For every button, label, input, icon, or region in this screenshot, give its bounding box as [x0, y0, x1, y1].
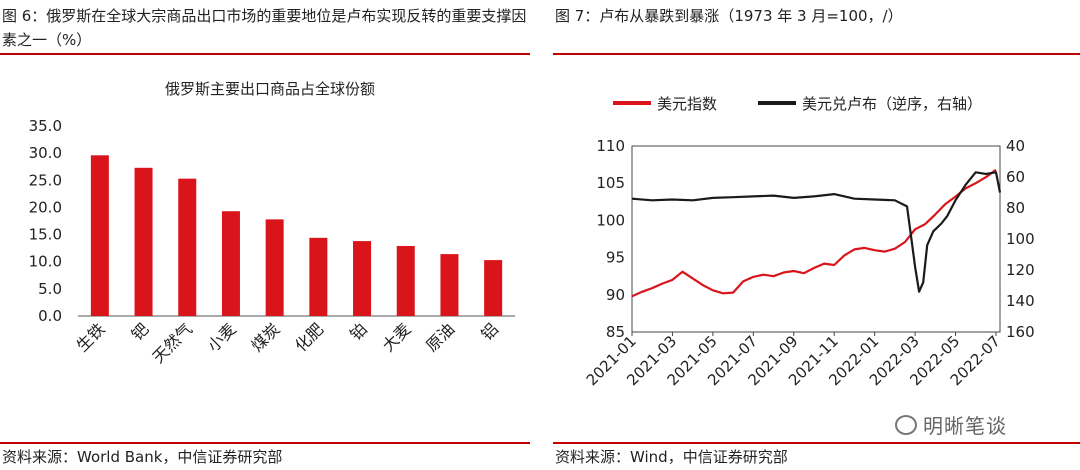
x-tick-label: 钯: [128, 319, 153, 344]
y-tick-label: 10.0: [29, 253, 62, 271]
y-right-tick-label: 140: [1006, 292, 1035, 310]
y-tick-label: 20.0: [29, 198, 62, 216]
bar-生铁: [90, 155, 109, 316]
y-right-tick-label: 80: [1006, 199, 1025, 217]
x-tick-label: 大麦: [379, 319, 415, 355]
bar-chart-title: 俄罗斯主要出口商品占全球份额: [165, 80, 375, 98]
line-chart: 美元指数 美元兑卢布（逆序，右轴） 85 90 95 100 105 110 40 60 80 100…: [583, 95, 1035, 389]
x-tick-label: 生铁: [73, 319, 109, 355]
left-figure-panel: 图 6：俄罗斯在全球大宗商品出口市场的重要地位是卢布实现反转的重要支撑因素之一（…: [0, 0, 530, 470]
y-right-tick-label: 120: [1006, 261, 1035, 279]
left-title-rule: [0, 53, 530, 55]
y-tick-label: 5.0: [38, 280, 62, 298]
bar-铂: [353, 241, 372, 316]
legend-usdrub-label: 美元兑卢布（逆序，右轴）: [802, 95, 982, 113]
legend-usd-index-label: 美元指数: [657, 95, 717, 113]
y-right-tick-label: 40: [1006, 137, 1025, 155]
y-tick-label: 25.0: [29, 171, 62, 189]
y-left-tick-label: 95: [606, 249, 625, 267]
right-source-rule: [553, 442, 1080, 444]
y-left-tick-label: 85: [606, 323, 625, 341]
x-tick-label: 化肥: [291, 319, 327, 355]
bar-chart: 俄罗斯主要出口商品占全球份额 0.0 5.0 10.0 15.0 20.0 25.0 30.0…: [29, 80, 515, 367]
right-source-note: 资料来源：Wind，中信证券研究部: [555, 448, 788, 466]
bar-大麦: [396, 245, 415, 316]
x-tick-label: 铝: [477, 319, 502, 344]
bar-原油: [440, 254, 459, 316]
y-left-tick-label: 105: [596, 174, 625, 192]
bar-化肥: [309, 237, 328, 316]
x-tick-label: 铂: [346, 319, 371, 344]
y-right-tick-label: 100: [1006, 230, 1035, 248]
y-right-tick-label: 160: [1006, 323, 1035, 341]
y-left-tick-label: 90: [606, 286, 625, 304]
x-tick-label: 煤炭: [247, 319, 283, 355]
right-figure-panel: 图 7：卢布从暴跌到暴涨（1973 年 3 月=100，/） 美元指数 美元兑卢布…: [553, 0, 1080, 470]
left-source-note: 资料来源：World Bank，中信证券研究部: [2, 448, 283, 466]
series-usdrub-line: [631, 171, 1002, 293]
y-tick-label: 35.0: [29, 117, 62, 135]
series-usd-index-line: [631, 168, 997, 298]
bar-小麦: [221, 211, 240, 316]
bar-天然气: [178, 178, 197, 316]
right-title-rule: [553, 53, 1080, 55]
y-left-tick-label: 110: [596, 137, 625, 155]
bar-铝: [484, 260, 503, 316]
left-figure-title: 图 6：俄罗斯在全球大宗商品出口市场的重要地位是卢布实现反转的重要支撑因素之一（…: [2, 7, 527, 49]
right-figure-title: 图 7：卢布从暴跌到暴涨（1973 年 3 月=100，/）: [555, 7, 903, 25]
bar-钯: [134, 167, 153, 316]
wechat-icon: [895, 415, 917, 435]
y-left-tick-label: 100: [596, 211, 625, 229]
x-tick-label: 原油: [422, 319, 458, 355]
y-tick-label: 0.0: [38, 307, 62, 325]
plot-frame: [631, 145, 1001, 333]
y-tick-label: 30.0: [29, 144, 62, 162]
x-tick-label: 小麦: [204, 319, 240, 355]
watermark: 明晰笔谈: [895, 410, 1007, 439]
bar-煤炭: [265, 219, 284, 316]
y-tick-label: 15.0: [29, 226, 62, 244]
x-tick-label: 天然气: [149, 319, 196, 366]
left-source-rule: [0, 442, 530, 444]
y-right-tick-label: 60: [1006, 168, 1025, 186]
watermark-text: 明晰笔谈: [923, 414, 1007, 438]
